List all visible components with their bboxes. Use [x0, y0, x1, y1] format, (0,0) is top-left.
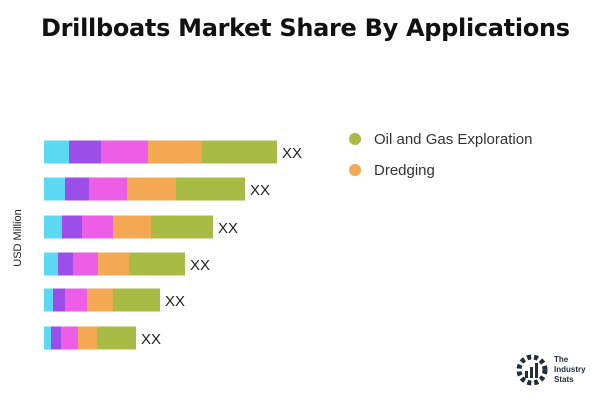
bar-value-label-4: XX: [190, 257, 210, 274]
legend-item-dredging: Dredging: [349, 159, 532, 181]
bar-segment-2-5: [176, 177, 245, 201]
bar-value-label-3: XX: [218, 220, 238, 237]
bar-segment-2-3: [89, 177, 127, 201]
bar-segment-1-5: [202, 140, 277, 164]
bar-segment-2-4: [127, 177, 176, 201]
legend-label-dredging: Dredging: [374, 161, 435, 179]
bar-segment-5-3: [65, 288, 87, 312]
legend-item-oil-gas: Oil and Gas Exploration: [349, 128, 532, 150]
gear-chart-icon: [516, 354, 548, 386]
bar-segment-3-3: [82, 215, 113, 239]
bar-value-label-6: XX: [141, 331, 161, 348]
bar-segment-4-3: [73, 252, 98, 276]
bar-value-label-5: XX: [165, 293, 185, 310]
legend-label-oil-gas: Oil and Gas Exploration: [374, 130, 533, 148]
chart-title: Drillboats Market Share By Applications: [41, 14, 570, 42]
bar-segment-4-1: [44, 252, 58, 276]
bar-segment-6-4: [78, 326, 97, 350]
bar-segment-1-3: [101, 140, 148, 164]
legend-swatch-dredging: [349, 164, 361, 176]
bar-segment-2-2: [65, 177, 89, 201]
bar-segment-5-1: [44, 288, 53, 312]
bar-segment-3-5: [151, 215, 213, 239]
bar-segment-6-3: [61, 326, 78, 350]
logo-line-1: The: [554, 355, 569, 364]
bar-segment-4-4: [98, 252, 129, 276]
bar-segment-3-4: [113, 215, 151, 239]
bar-segment-6-1: [44, 326, 51, 350]
bar-segment-1-4: [148, 140, 202, 164]
bar-segment-5-2: [53, 288, 65, 312]
bar-segment-2-1: [44, 177, 65, 201]
bar-segment-5-5: [113, 288, 160, 312]
bar-value-label-1: XX: [282, 145, 302, 162]
bar-segment-4-2: [58, 252, 73, 276]
logo-line-2: Industry: [554, 365, 586, 374]
legend-swatch-oil-gas: [349, 133, 361, 145]
bar-value-label-2: XX: [250, 182, 270, 199]
bar-segment-4-5: [129, 252, 185, 276]
bar-segment-3-1: [44, 215, 62, 239]
bar-segment-6-2: [51, 326, 61, 350]
bar-segment-5-4: [87, 288, 113, 312]
bar-segment-1-1: [44, 140, 69, 164]
legend: Oil and Gas Exploration Dredging: [349, 128, 532, 190]
bar-segment-3-2: [62, 215, 82, 239]
the-industry-stats-logo: The Industry Stats: [514, 352, 586, 388]
logo-line-3: Stats: [554, 375, 574, 384]
bar-segment-1-2: [69, 140, 101, 164]
bar-segment-6-5: [97, 326, 136, 350]
